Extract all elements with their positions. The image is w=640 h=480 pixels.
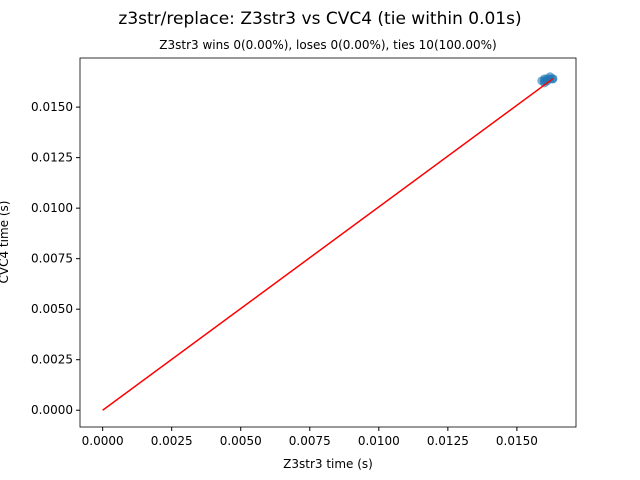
x-tick-label: 0.0100 (358, 434, 400, 448)
x-tick-label: 0.0000 (82, 434, 124, 448)
y-tick-label: 0.0125 (31, 151, 73, 165)
x-tick-label: 0.0050 (220, 434, 262, 448)
y-tick-label: 0.0000 (31, 403, 73, 417)
y-tick-label: 0.0075 (31, 252, 73, 266)
y-axis-label: CVC4 time (s) (0, 201, 11, 284)
x-tick-label: 0.0075 (289, 434, 331, 448)
diagonal-line (102, 78, 554, 411)
x-axis-label: Z3str3 time (s) (283, 457, 373, 471)
x-tick-label: 0.0125 (427, 434, 469, 448)
x-tick-label: 0.0150 (496, 434, 538, 448)
plot-frame (79, 57, 577, 428)
y-tick-label: 0.0150 (31, 100, 73, 114)
chart-subtitle: Z3str3 wins 0(0.00%), loses 0(0.00%), ti… (159, 38, 496, 52)
y-tick-label: 0.0025 (31, 353, 73, 367)
y-tick-label: 0.0050 (31, 302, 73, 316)
x-tick-label: 0.0025 (151, 434, 193, 448)
chart-title: z3str/replace: Z3str3 vs CVC4 (tie withi… (118, 9, 521, 29)
y-tick-label: 0.0100 (31, 201, 73, 215)
